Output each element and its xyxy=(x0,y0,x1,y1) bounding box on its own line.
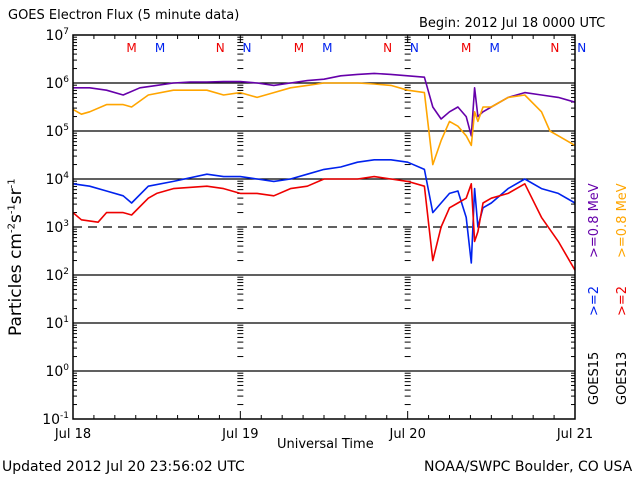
legend-goes13-ge08-text: >=0.8 MeV xyxy=(615,183,630,258)
updated-timestamp: Updated 2012 Jul 20 23:56:02 UTC xyxy=(2,459,245,475)
y-tick-exponent: 2 xyxy=(63,267,69,277)
legend-goes13-label: GOES13 xyxy=(615,351,630,405)
y-tick-label: 106 xyxy=(45,75,69,92)
y-tick-base: 10 xyxy=(45,28,63,44)
source-credit: NOAA/SWPC Boulder, CO USA xyxy=(424,459,633,475)
y-tick-label: 104 xyxy=(45,171,69,188)
y-tick-base: 10 xyxy=(45,364,63,380)
y-tick-label: 107 xyxy=(45,27,69,44)
y-tick-base: 10 xyxy=(45,172,63,188)
series-line-goes13_ge08 xyxy=(72,82,576,166)
y-tick-exponent: 5 xyxy=(63,123,69,133)
y-tick-base: 10 xyxy=(45,220,63,236)
y-tick-base: 10 xyxy=(45,268,63,284)
legend-goes15-ge2: >=2 xyxy=(587,285,602,316)
y-tick-label: 101 xyxy=(45,315,69,332)
y-axis-label: Particles cm-2s-1sr-1 xyxy=(6,178,26,336)
legend-goes15-label: GOES15 xyxy=(587,351,602,405)
series-line-goes15_ge2 xyxy=(72,159,576,264)
y-tick-exponent: 7 xyxy=(63,27,69,37)
legend-goes15-ge08-text: >=0.8 MeV xyxy=(587,183,602,258)
series-line-goes15_ge08 xyxy=(73,72,576,137)
local-time-marker: M xyxy=(322,41,332,55)
local-time-marker: N xyxy=(550,41,559,55)
local-time-marker: M xyxy=(155,41,165,55)
x-tick-label: Jul 21 xyxy=(556,427,593,442)
y-tick-exponent: -1 xyxy=(60,411,69,421)
legend-goes15-ge08: >=0.8 MeV xyxy=(587,183,602,258)
y-tick-exponent: 6 xyxy=(63,75,69,85)
y-tick-base: 10 xyxy=(45,76,63,92)
y-tick-label: 103 xyxy=(45,219,69,236)
x-tick-label: Jul 20 xyxy=(388,427,425,442)
local-time-marker: N xyxy=(383,41,392,55)
x-tick-label: Jul 19 xyxy=(221,427,258,442)
y-tick-base: 10 xyxy=(42,412,60,428)
local-time-marker: M xyxy=(461,41,471,55)
x-axis-title: Universal Time xyxy=(277,437,374,452)
y-tick-label: 105 xyxy=(45,123,69,140)
series-line-goes13_ge2 xyxy=(72,175,576,271)
local-time-marker: N xyxy=(410,41,419,55)
y-tick-base: 10 xyxy=(45,316,63,332)
y-tick-label: 100 xyxy=(45,363,69,380)
y-tick-exponent: 1 xyxy=(63,315,69,325)
y-tick-exponent: 3 xyxy=(63,219,69,229)
y-tick-label: 10-1 xyxy=(42,411,69,428)
local-time-marker: M xyxy=(490,41,500,55)
y-tick-exponent: 0 xyxy=(63,363,69,373)
y-tick-label: 102 xyxy=(45,267,69,284)
local-time-marker: N xyxy=(577,41,586,55)
x-tick-label: Jul 18 xyxy=(54,427,91,442)
y-tick-base: 10 xyxy=(45,124,63,140)
legend-goes13-ge08: >=0.8 MeV xyxy=(615,183,630,258)
local-time-marker: M xyxy=(294,41,304,55)
begin-time-label: Begin: 2012 Jul 18 0000 UTC xyxy=(419,16,606,31)
local-time-marker: N xyxy=(243,41,252,55)
plot-frame xyxy=(72,34,576,420)
local-time-marker: M xyxy=(126,41,136,55)
chart-title: GOES Electron Flux (5 minute data) xyxy=(8,8,240,23)
legend-goes13-ge2: >=2 xyxy=(615,285,630,316)
local-time-marker: N xyxy=(216,41,225,55)
y-tick-exponent: 4 xyxy=(63,171,69,181)
